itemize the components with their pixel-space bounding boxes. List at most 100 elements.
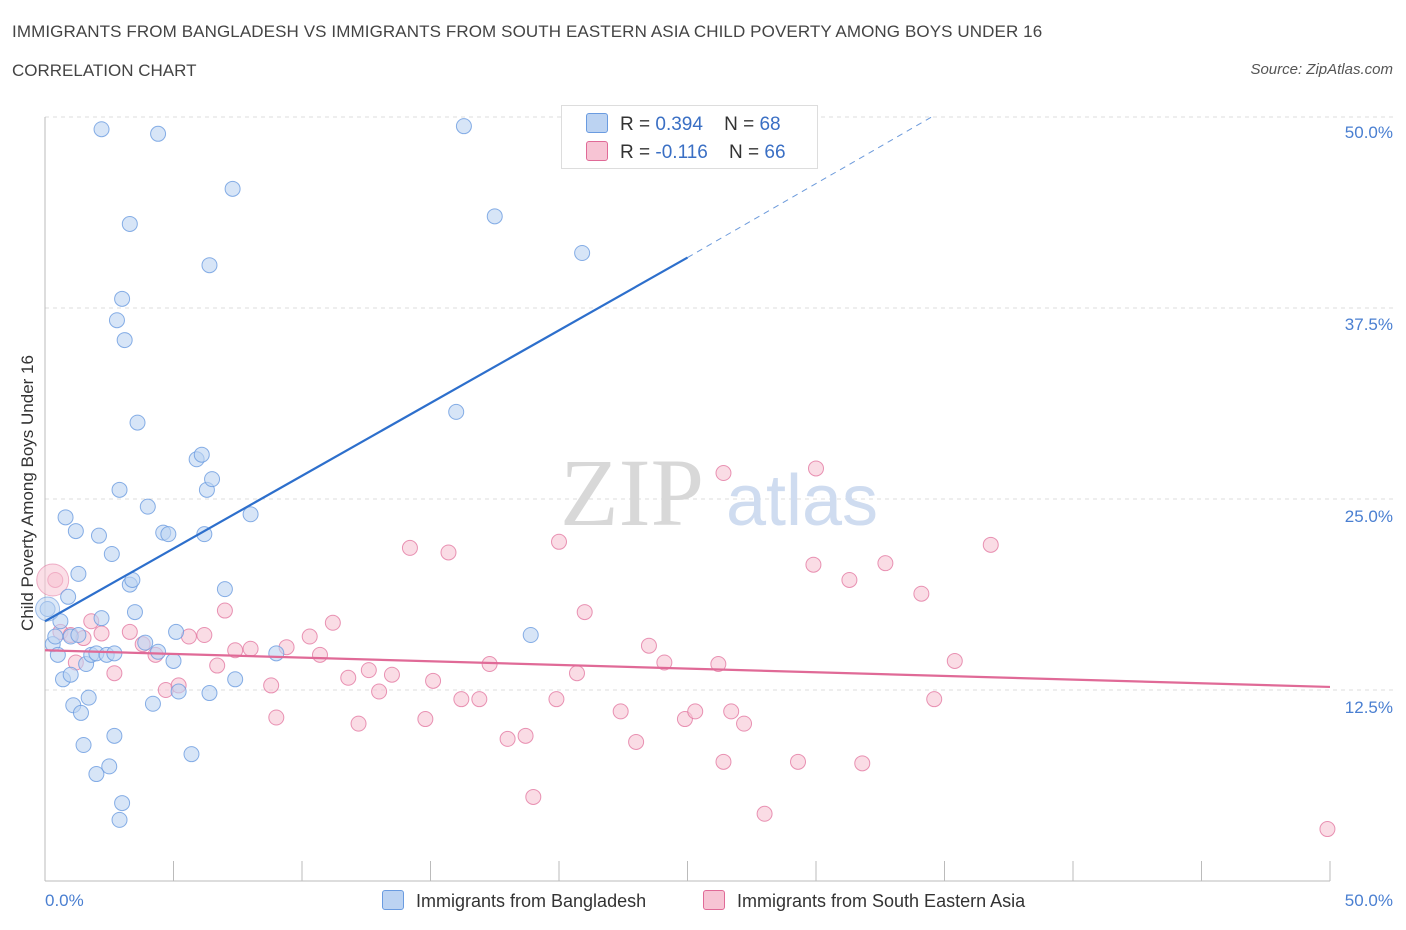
data-point-south-eastern-asia	[417, 711, 434, 728]
data-point-bangladesh	[114, 795, 131, 812]
y-tick-label: 12.5%	[1344, 698, 1393, 717]
data-point-bangladesh	[114, 290, 131, 307]
data-point-south-eastern-asia	[263, 677, 280, 694]
data-point-south-eastern-asia	[805, 556, 822, 573]
data-point-south-eastern-asia	[371, 683, 388, 700]
data-point-bangladesh	[75, 737, 92, 754]
data-point-bangladesh	[574, 244, 591, 261]
data-point-bangladesh	[80, 689, 97, 706]
chart-subtitle: CORRELATION CHART	[12, 61, 197, 80]
data-point-bangladesh	[101, 758, 118, 775]
data-point-south-eastern-asia	[106, 665, 123, 682]
data-point-south-eastern-asia	[736, 715, 753, 732]
legend-row-south-eastern-asia: R = -0.116 N = 66	[586, 141, 786, 165]
data-point-bangladesh	[121, 215, 138, 232]
data-point-south-eastern-asia	[628, 733, 645, 750]
data-point-bangladesh	[204, 471, 221, 488]
data-point-south-eastern-asia	[216, 602, 233, 619]
data-point-south-eastern-asia	[383, 666, 400, 683]
chart-title: IMMIGRANTS FROM BANGLADESH VS IMMIGRANTS…	[12, 22, 1043, 41]
data-point-south-eastern-asia	[227, 642, 244, 659]
axes	[44, 117, 1331, 882]
data-point-bangladesh	[193, 446, 210, 463]
data-point-bangladesh	[168, 623, 185, 640]
data-point-bangladesh	[227, 671, 244, 688]
data-point-south-eastern-asia	[360, 662, 377, 679]
data-point-south-eastern-asia	[425, 672, 442, 689]
grid-lines	[45, 116, 1395, 691]
legend-n-label: N =	[728, 142, 760, 163]
data-point-south-eastern-asia	[340, 669, 357, 686]
legend-swatch-pink	[586, 141, 608, 161]
data-point-bangladesh	[126, 604, 143, 621]
data-point-south-eastern-asia	[196, 626, 213, 643]
data-point-bangladesh	[139, 498, 156, 515]
y-tick-label: 25.0%	[1344, 507, 1393, 526]
data-point-bangladesh	[47, 628, 64, 645]
data-point-south-eastern-asia	[877, 555, 894, 572]
legend-r-label: R =	[620, 142, 651, 163]
data-point-south-eastern-asia	[121, 623, 138, 640]
data-point-south-eastern-asia	[209, 657, 226, 674]
data-point-south-eastern-asia	[548, 691, 565, 708]
data-point-bangladesh	[448, 403, 465, 420]
source-label: Source: ZipAtlas.com	[1250, 61, 1393, 78]
data-point-bangladesh	[201, 257, 218, 274]
bottom-legend-swatch-blue	[382, 890, 404, 910]
data-point-bangladesh	[242, 506, 259, 523]
data-point-bangladesh	[522, 626, 539, 643]
data-point-south-eastern-asia	[242, 640, 259, 657]
data-point-south-eastern-asia	[756, 805, 773, 822]
bottom-legend-label: Immigrants from South Eastern Asia	[737, 891, 1026, 911]
bottom-legend-south-eastern-asia: Immigrants from South Eastern Asia	[703, 890, 1025, 912]
data-point-bangladesh	[455, 118, 472, 135]
data-point-south-eastern-asia	[453, 691, 470, 708]
data-point-south-eastern-asia	[551, 533, 567, 550]
data-point-south-eastern-asia	[499, 730, 516, 747]
y-axis-label: Child Poverty Among Boys Under 16	[18, 355, 37, 631]
trend-lines	[44, 116, 1331, 689]
data-point-south-eastern-asia	[790, 753, 807, 770]
data-point-south-eastern-asia	[640, 637, 657, 654]
data-point-bangladesh	[93, 610, 110, 627]
data-point-south-eastern-asia	[715, 753, 732, 770]
data-point-south-eastern-asia	[401, 539, 418, 556]
legend-n-label: N =	[724, 114, 755, 135]
data-point-south-eastern-asia	[612, 703, 629, 720]
data-point-bangladesh	[93, 121, 110, 138]
watermark-atlas: atlas	[726, 461, 878, 541]
data-point-bangladesh	[150, 643, 167, 660]
data-point-bangladesh	[111, 481, 128, 498]
data-point-south-eastern-asia	[525, 788, 542, 805]
data-point-south-eastern-asia	[710, 656, 727, 673]
data-point-bangladesh	[116, 332, 133, 349]
watermark: ZIP atlas	[560, 439, 878, 546]
data-point-south-eastern-asia	[946, 652, 963, 669]
data-point-bangladesh	[88, 766, 105, 783]
data-point-south-eastern-asia	[471, 691, 488, 708]
y-tick-label: 50.0%	[1344, 123, 1393, 142]
y-tick-label: 37.5%	[1344, 315, 1393, 334]
data-point-bangladesh	[183, 746, 200, 763]
data-point-bangladesh	[67, 523, 84, 540]
trend-line-bangladesh	[44, 256, 689, 623]
data-point-bangladesh	[129, 414, 146, 431]
legend-r-value: 0.394	[655, 114, 703, 135]
data-point-south-eastern-asia	[568, 665, 585, 682]
data-point-south-eastern-asia	[913, 585, 930, 602]
bottom-legend-swatch-pink	[703, 890, 725, 910]
trend-line-bangladesh-extension	[687, 116, 932, 259]
data-point-bangladesh	[60, 588, 77, 605]
data-point-south-eastern-asia	[268, 709, 285, 726]
data-point-south-eastern-asia	[982, 536, 999, 553]
data-point-south-eastern-asia	[350, 715, 367, 732]
data-point-south-eastern-asia-large	[36, 563, 70, 597]
data-point-bangladesh	[57, 509, 74, 526]
data-point-bangladesh	[70, 626, 87, 643]
bottom-legend-bangladesh: Immigrants from Bangladesh	[382, 890, 646, 912]
data-point-bangladesh	[62, 666, 79, 683]
data-point-south-eastern-asia	[440, 544, 457, 561]
data-point-bangladesh	[150, 125, 167, 142]
series-bangladesh-points	[35, 118, 591, 828]
